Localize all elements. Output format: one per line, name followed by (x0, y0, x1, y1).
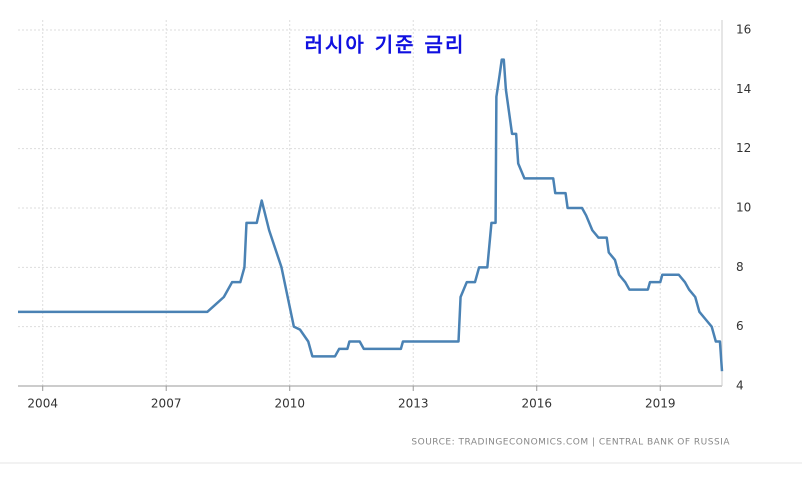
x-tick-label: 2010 (274, 397, 305, 411)
y-tick-label: 4 (736, 379, 744, 393)
y-tick-label: 10 (736, 201, 751, 215)
source-note: SOURCE: TRADINGECONOMICS.COM | CENTRAL B… (411, 438, 730, 448)
y-tick-label: 12 (736, 141, 751, 155)
y-tick-label: 16 (736, 23, 751, 37)
y-tick-label: 14 (736, 82, 751, 96)
y-tick-label: 6 (736, 319, 744, 333)
x-tick-label: 2007 (151, 397, 182, 411)
x-tick-label: 2013 (398, 397, 429, 411)
rate-line (18, 58, 724, 372)
chart-title: 러시아 기준 금리 (305, 33, 466, 57)
x-tick-label: 2019 (645, 397, 676, 411)
y-tick-label: 8 (736, 260, 744, 274)
x-tick-label: 2016 (521, 397, 552, 411)
x-tick-label: 2004 (27, 397, 58, 411)
